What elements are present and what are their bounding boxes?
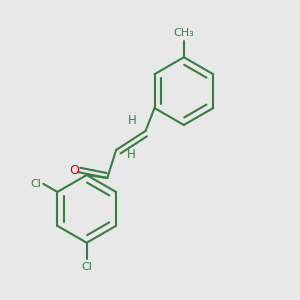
Text: Cl: Cl: [30, 179, 41, 189]
Text: CH₃: CH₃: [173, 28, 194, 38]
Text: Cl: Cl: [81, 262, 92, 272]
Text: H: H: [128, 114, 137, 127]
Text: H: H: [127, 148, 135, 161]
Text: O: O: [69, 164, 79, 177]
